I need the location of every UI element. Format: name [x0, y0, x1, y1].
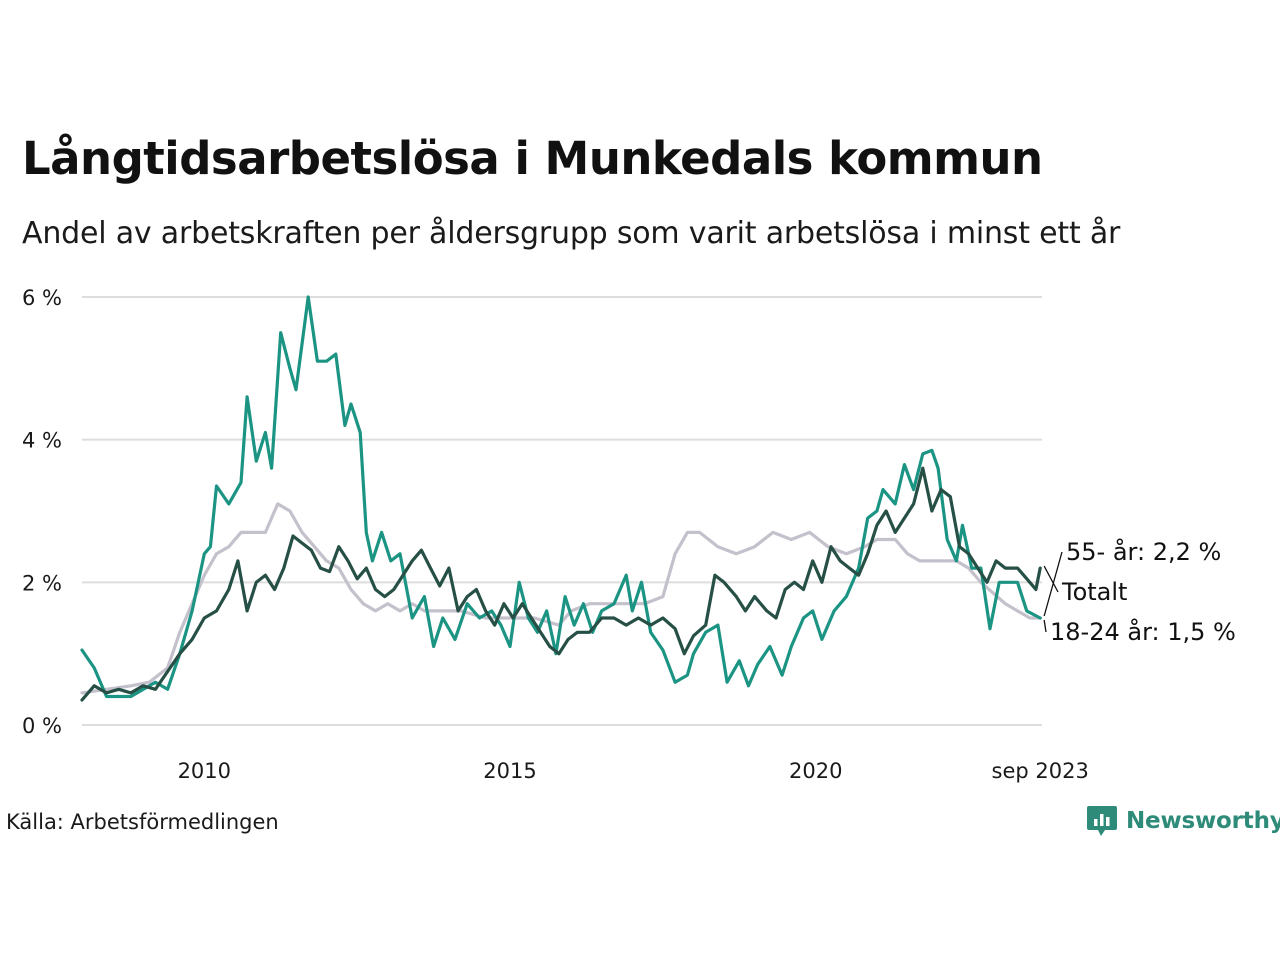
- chart-title: Långtidsarbetslösa i Munkedals kommun: [22, 132, 1043, 185]
- leader-line-18-24: [1043, 619, 1047, 633]
- grid-layer: 0 % 2 % 4 % 6 % 2010 2015 2020 sep 2023: [22, 286, 1089, 783]
- y-tick-label-6: 6 %: [22, 286, 62, 310]
- x-tick-label-2015: 2015: [483, 759, 536, 783]
- series-layer: [80, 295, 1042, 702]
- series-line-1824: [80, 295, 1042, 699]
- x-tick-label-2020: 2020: [789, 759, 842, 783]
- brand-name: Newsworthy: [1126, 808, 1280, 834]
- chart-subtitle: Andel av arbetskraften per åldersgrupp s…: [22, 216, 1121, 251]
- source-note: Källa: Arbetsförmedlingen: [6, 810, 279, 834]
- x-tick-label-sep-2023: sep 2023: [992, 759, 1089, 783]
- y-tick-label-0: 0 %: [22, 714, 62, 738]
- leader-line-Totalt: [1043, 565, 1059, 593]
- series-line-55: [80, 502, 1042, 695]
- series-line-totalt: [80, 466, 1042, 702]
- end-label-Totalt: Totalt: [1061, 578, 1127, 606]
- newsworthy-logo[interactable]: Newsworthy: [1086, 804, 1280, 838]
- y-tick-label-4: 4 %: [22, 429, 62, 453]
- end-label-55-: 55- år: 2,2 %: [1066, 537, 1221, 566]
- end-label-18-24: 18-24 år: 1,5 %: [1050, 617, 1236, 646]
- label-layer: 55- år: 2,2 % Totalt 18-24 år: 1,5 %: [1043, 537, 1236, 646]
- x-tick-label-2010: 2010: [178, 759, 231, 783]
- newsworthy-chat-chart-icon: [1087, 806, 1117, 836]
- y-tick-label-2: 2 %: [22, 571, 62, 595]
